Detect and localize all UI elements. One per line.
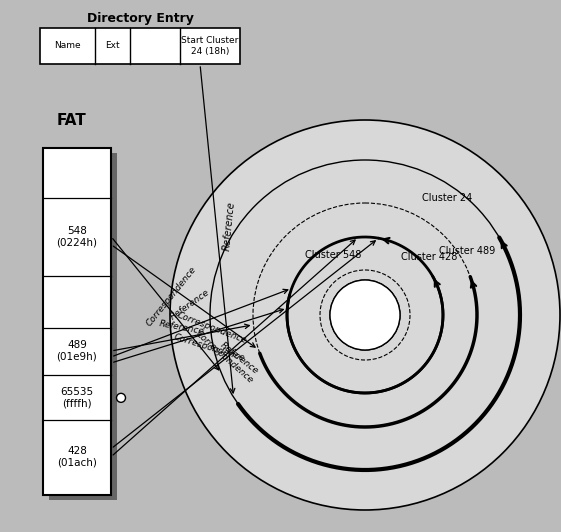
Text: Cluster 489: Cluster 489 [439,246,495,256]
FancyBboxPatch shape [43,148,111,495]
Text: Correspondence: Correspondence [144,265,198,328]
Text: Correspondence: Correspondence [194,329,255,385]
Text: 65535
(ffffh): 65535 (ffffh) [61,387,94,409]
Text: 428
(01ach): 428 (01ach) [57,446,97,468]
Text: Cluster 428: Cluster 428 [401,253,457,262]
Text: FAT: FAT [57,113,87,128]
FancyBboxPatch shape [49,153,117,500]
Text: Reference: Reference [222,201,236,251]
Text: Reference: Reference [168,288,211,322]
Circle shape [330,280,400,350]
Text: 548
(0224h): 548 (0224h) [57,226,98,247]
Text: Reference: Reference [159,319,205,336]
Text: Reference: Reference [219,341,260,376]
Text: Start Cluster
24 (18h): Start Cluster 24 (18h) [181,36,238,56]
Text: Name: Name [54,41,81,51]
Text: Correspondence: Correspondence [175,310,247,345]
Circle shape [170,120,560,510]
FancyBboxPatch shape [40,28,240,64]
Text: Ext: Ext [105,41,120,51]
Text: 489
(01e9h): 489 (01e9h) [57,340,98,362]
Text: Directory Entry: Directory Entry [86,12,194,25]
Text: Cluster 24: Cluster 24 [422,193,472,203]
Text: Correspondence: Correspondence [172,332,246,363]
Circle shape [117,393,126,402]
Text: Cluster 548: Cluster 548 [305,250,361,260]
